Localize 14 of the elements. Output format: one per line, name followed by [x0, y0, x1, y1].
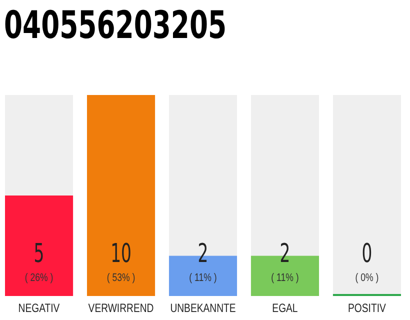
data-label: 10: [110, 238, 132, 269]
x-tick-label: UNBEKANNTE: [170, 302, 236, 316]
data-label: 5: [34, 238, 44, 269]
x-tick-label: POSITIV: [348, 302, 387, 316]
x-tick-label: EGAL: [272, 302, 298, 316]
data-label: 0: [362, 238, 372, 269]
annotation: ( 53% ): [106, 272, 136, 284]
annotation: ( 26% ): [24, 272, 54, 284]
x-tick-label: NEGATIV: [18, 302, 60, 316]
x-tick-label: VERWIRREND: [88, 302, 154, 316]
annotation: ( 11% ): [189, 272, 217, 284]
chart-title: 040556203205: [4, 3, 227, 48]
annotation: ( 11% ): [271, 272, 299, 284]
annotation: ( 0% ): [355, 272, 379, 284]
